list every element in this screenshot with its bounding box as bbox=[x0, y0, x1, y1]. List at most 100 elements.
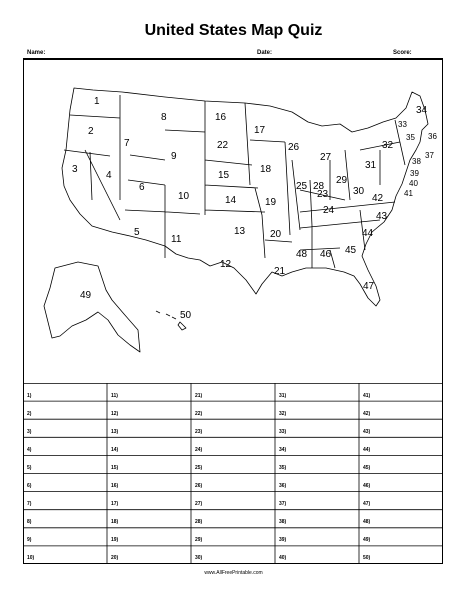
page-title: United States Map Quiz bbox=[144, 22, 323, 39]
answer-label-26: 26) bbox=[195, 483, 203, 489]
map-label-31: 31 bbox=[365, 160, 377, 171]
map-label-14: 14 bbox=[225, 195, 237, 206]
answer-label-1: 1) bbox=[27, 393, 32, 399]
map-label-10: 10 bbox=[178, 191, 190, 202]
answer-label-47: 47) bbox=[363, 501, 371, 507]
answer-label-27: 27) bbox=[195, 501, 203, 507]
state-numbers: 1 2 3 4 5 6 7 8 9 10 11 12 13 14 15 16 1… bbox=[72, 96, 437, 321]
answer-label-28: 28) bbox=[195, 519, 203, 525]
map-label-24: 24 bbox=[323, 205, 335, 216]
map-label-5: 5 bbox=[134, 227, 140, 238]
answer-label-2: 2) bbox=[27, 411, 32, 417]
answer-label-46: 46) bbox=[363, 483, 371, 489]
answer-label-12: 12) bbox=[111, 411, 119, 417]
map-label-49: 49 bbox=[80, 290, 92, 301]
answer-label-11: 11) bbox=[111, 393, 118, 399]
answer-label-22: 22) bbox=[195, 411, 203, 417]
answer-label-48: 48) bbox=[363, 519, 371, 525]
map-label-39: 39 bbox=[410, 169, 419, 178]
map-label-8: 8 bbox=[161, 112, 167, 123]
map-label-25: 25 bbox=[296, 181, 308, 192]
map-label-38: 38 bbox=[412, 157, 421, 166]
answer-label-23: 23) bbox=[195, 429, 203, 435]
answer-label-20: 20) bbox=[111, 555, 119, 561]
hawaii-islands bbox=[155, 310, 187, 331]
answer-label-4: 4) bbox=[27, 447, 32, 453]
answer-label-43: 43) bbox=[363, 429, 371, 435]
answer-label-34: 34) bbox=[279, 447, 287, 453]
map-label-6: 6 bbox=[139, 182, 145, 193]
answer-label-30: 30) bbox=[195, 555, 203, 561]
map-label-15: 15 bbox=[218, 170, 230, 181]
map-label-47: 47 bbox=[363, 281, 375, 292]
answer-label-18: 18) bbox=[111, 519, 119, 525]
answer-label-50: 50) bbox=[363, 555, 371, 561]
answer-label-9: 9) bbox=[27, 537, 32, 543]
answer-grid: 1) 2) 3) 4) 5) 6) 7) 8) 9) 10) 11) 12) 1… bbox=[23, 383, 443, 564]
map-label-37: 37 bbox=[425, 151, 434, 160]
map-label-43: 43 bbox=[376, 211, 388, 222]
alaska-outline bbox=[43, 261, 141, 353]
map-label-13: 13 bbox=[234, 226, 246, 237]
map-label-29: 29 bbox=[336, 175, 348, 186]
header-divider bbox=[23, 58, 443, 59]
score-label: Score: bbox=[393, 50, 412, 56]
map-label-16: 16 bbox=[215, 112, 227, 123]
answer-grid-lines bbox=[23, 383, 443, 564]
answer-label-10: 10) bbox=[27, 555, 35, 561]
map-label-28: 28 bbox=[313, 181, 325, 192]
answer-label-7: 7) bbox=[27, 501, 32, 507]
name-label: Name: bbox=[27, 50, 46, 56]
answer-label-49: 49) bbox=[363, 537, 371, 543]
map-label-44: 44 bbox=[362, 228, 374, 239]
answer-label-35: 35) bbox=[279, 465, 287, 471]
map-label-50: 50 bbox=[180, 310, 192, 321]
answer-label-41: 41) bbox=[363, 393, 371, 399]
answer-label-15: 15) bbox=[111, 465, 119, 471]
map-label-42: 42 bbox=[372, 193, 384, 204]
map-label-9: 9 bbox=[171, 151, 177, 162]
map-label-48: 48 bbox=[296, 249, 308, 260]
map-label-20: 20 bbox=[270, 229, 282, 240]
map-label-7: 7 bbox=[124, 138, 130, 149]
answer-label-6: 6) bbox=[27, 483, 32, 489]
map-label-12: 12 bbox=[220, 259, 232, 270]
quiz-frame bbox=[23, 59, 443, 564]
state-border-lines bbox=[63, 95, 406, 269]
map-label-34: 34 bbox=[416, 105, 428, 116]
map-label-18: 18 bbox=[260, 164, 272, 175]
map-label-27: 27 bbox=[320, 152, 332, 163]
map-label-36: 36 bbox=[428, 132, 437, 141]
map-label-23: 23 bbox=[317, 189, 329, 200]
state-outlines bbox=[43, 87, 429, 353]
contiguous-us-outline bbox=[61, 87, 429, 307]
map-label-22: 22 bbox=[217, 140, 229, 151]
answer-label-29: 29) bbox=[195, 537, 203, 543]
map-label-46: 46 bbox=[320, 249, 332, 260]
answer-label-13: 13) bbox=[111, 429, 119, 435]
map-label-41: 41 bbox=[404, 189, 413, 198]
answer-label-31: 31) bbox=[279, 393, 287, 399]
map-label-35: 35 bbox=[406, 133, 415, 142]
map-label-2: 2 bbox=[88, 126, 94, 137]
map-label-32: 32 bbox=[382, 140, 394, 151]
map-label-19: 19 bbox=[265, 197, 277, 208]
map-label-30: 30 bbox=[353, 186, 365, 197]
answer-label-24: 24) bbox=[195, 447, 203, 453]
map-label-26: 26 bbox=[288, 142, 300, 153]
answer-label-14: 14) bbox=[111, 447, 119, 453]
answer-label-5: 5) bbox=[27, 465, 32, 471]
answer-label-32: 32) bbox=[279, 411, 287, 417]
answer-label-44: 44) bbox=[363, 447, 371, 453]
map-label-1: 1 bbox=[94, 96, 100, 107]
answer-label-38: 38) bbox=[279, 519, 287, 525]
map-label-40: 40 bbox=[409, 179, 418, 188]
answer-label-42: 42) bbox=[363, 411, 371, 417]
answer-label-25: 25) bbox=[195, 465, 203, 471]
answer-label-17: 17) bbox=[111, 501, 119, 507]
answer-label-36: 36) bbox=[279, 483, 287, 489]
answer-label-16: 16) bbox=[111, 483, 119, 489]
map-label-33: 33 bbox=[398, 120, 407, 129]
answer-label-40: 40) bbox=[279, 555, 287, 561]
date-label: Date: bbox=[257, 50, 273, 56]
